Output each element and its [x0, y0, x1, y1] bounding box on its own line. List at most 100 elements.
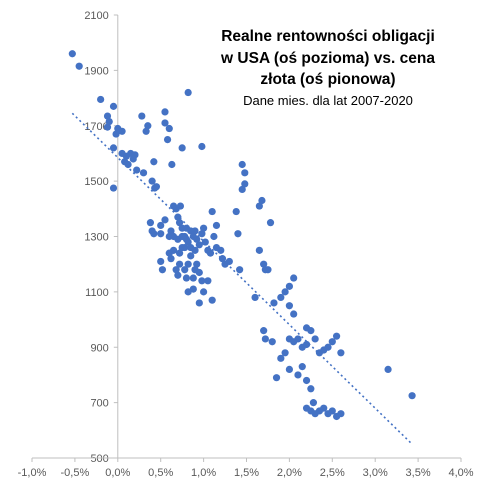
data-point	[103, 112, 112, 120]
data-point	[161, 119, 169, 127]
y-tick-label: 700	[90, 398, 108, 410]
data-point	[191, 246, 199, 254]
x-tick-label: 1,0%	[191, 467, 216, 479]
x-tick-label: 0,0%	[105, 467, 130, 479]
data-point	[332, 332, 341, 340]
x-tick-label: 3,0%	[363, 467, 388, 479]
data-point	[285, 282, 293, 290]
data-point	[118, 127, 126, 135]
data-point	[285, 302, 293, 310]
data-point	[178, 144, 186, 152]
data-point	[264, 266, 272, 274]
data-point	[187, 252, 195, 260]
data-point	[157, 257, 165, 266]
data-point	[311, 335, 319, 343]
data-point	[212, 221, 221, 230]
data-point	[148, 177, 156, 185]
data-point	[251, 293, 259, 302]
x-tick-label: 0,5%	[148, 467, 173, 479]
data-points	[68, 50, 416, 421]
data-point	[298, 363, 306, 371]
data-point	[68, 50, 76, 58]
data-point	[302, 340, 311, 349]
data-point	[195, 299, 203, 307]
data-point	[181, 266, 189, 274]
data-point	[328, 338, 336, 346]
data-point	[178, 232, 186, 241]
data-point	[109, 184, 118, 192]
data-point	[307, 385, 315, 393]
data-point	[97, 95, 105, 104]
data-point	[281, 288, 289, 296]
data-point	[258, 196, 266, 205]
data-point	[255, 202, 263, 210]
chart-title: Realne rentowności obligacji w USA (oś p…	[220, 28, 435, 108]
data-point	[337, 410, 345, 418]
data-point	[266, 219, 275, 227]
data-point	[172, 266, 180, 274]
data-point	[184, 88, 192, 97]
x-tick-label: -0,5%	[61, 467, 90, 479]
data-point	[195, 241, 203, 249]
data-point	[189, 285, 197, 293]
data-point	[144, 122, 152, 130]
data-point	[161, 108, 169, 116]
data-point	[241, 180, 249, 188]
data-point	[208, 207, 216, 216]
data-point	[328, 407, 336, 415]
data-point	[255, 246, 263, 254]
y-tick-label: 900	[90, 342, 108, 354]
data-point	[184, 260, 192, 268]
trendline	[71, 112, 413, 445]
data-point	[184, 238, 192, 246]
data-point	[165, 124, 173, 133]
data-point	[337, 349, 345, 357]
data-point	[204, 277, 212, 285]
y-tick-label: 1700	[84, 121, 108, 133]
data-point	[384, 365, 392, 373]
x-tick-label: 2,0%	[277, 467, 302, 479]
data-point	[290, 310, 298, 318]
title-line-3: złota (oś pionowa)	[260, 71, 395, 88]
data-point	[138, 112, 146, 120]
data-point	[124, 160, 132, 169]
data-point	[193, 260, 201, 268]
data-point	[167, 255, 175, 263]
data-point	[157, 230, 165, 238]
data-point	[217, 246, 225, 254]
data-point	[238, 160, 246, 169]
data-point	[206, 249, 215, 257]
data-point	[165, 249, 173, 257]
x-tick-label: 2,5%	[320, 467, 345, 479]
data-point	[225, 257, 233, 266]
data-point	[131, 151, 139, 159]
data-point	[324, 343, 332, 351]
data-point	[133, 166, 141, 174]
y-tick-label: 1300	[84, 232, 108, 244]
data-point	[161, 216, 169, 224]
data-point	[272, 374, 281, 382]
data-point	[294, 371, 302, 379]
data-point	[268, 338, 276, 346]
y-tick-label: 1100	[85, 287, 109, 299]
data-point	[167, 227, 175, 235]
data-point	[277, 293, 285, 302]
data-point	[290, 274, 298, 282]
data-point	[238, 185, 246, 194]
data-point	[142, 127, 150, 135]
data-point	[270, 299, 278, 307]
x-tick-label: 1,5%	[234, 467, 259, 479]
data-point	[208, 296, 216, 304]
x-tick-label: 4,0%	[448, 467, 473, 479]
data-point	[150, 230, 158, 238]
data-point	[260, 260, 268, 268]
data-point	[175, 249, 184, 257]
data-point	[169, 232, 178, 241]
x-tick-label: -1,0%	[18, 467, 47, 479]
y-tick-label: 1900	[84, 65, 108, 77]
data-point	[175, 260, 184, 268]
data-point	[285, 365, 293, 373]
data-point	[182, 224, 191, 232]
